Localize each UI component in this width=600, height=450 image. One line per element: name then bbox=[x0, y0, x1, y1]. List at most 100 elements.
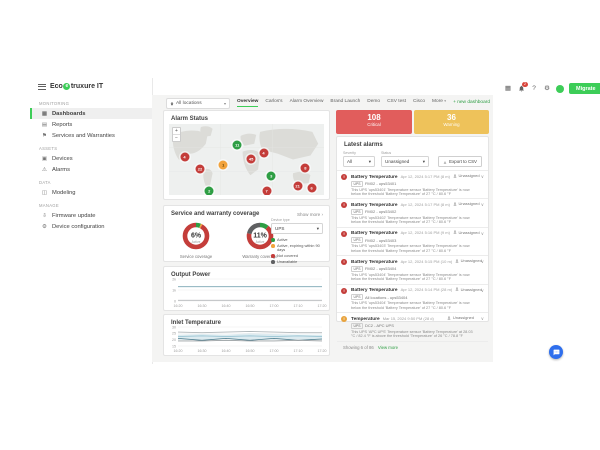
new-dashboard-link[interactable]: + new dashboard bbox=[453, 100, 490, 105]
alarm-row[interactable]: ! Battery Temperature Apr 12, 2024 5:17 PM… bbox=[337, 171, 488, 200]
sidebar-item-reports[interactable]: ▤ Reports bbox=[30, 119, 152, 130]
chevron-down-icon: ▾ bbox=[223, 101, 226, 106]
user-avatar[interactable] bbox=[556, 84, 564, 93]
alarm-assignee[interactable]: Unassigned bbox=[455, 258, 482, 263]
chevron-down-icon: ▾ bbox=[444, 99, 447, 103]
location-filter-dropdown[interactable]: All locations ▾ bbox=[166, 98, 230, 109]
tab-carlos-s[interactable]: Carlos's bbox=[265, 99, 283, 104]
alarm-assignee[interactable]: Unassigned bbox=[453, 201, 480, 206]
map-cluster-marker-critical[interactable]: 6 bbox=[307, 183, 317, 193]
tab-cisco[interactable]: Cisco bbox=[413, 99, 426, 104]
alarm-assignee[interactable]: Unassigned bbox=[447, 315, 474, 320]
alarm-status-title: Alarm Status bbox=[171, 116, 209, 122]
world-map[interactable]: + − 11 4 22 1 45 4 3 8 21 6 2 7 bbox=[169, 124, 324, 195]
expand-chevron-icon[interactable]: ∨ bbox=[480, 174, 484, 179]
map-cluster-marker-critical[interactable]: 8 bbox=[300, 163, 310, 173]
alarm-row[interactable]: ! Battery Temperature Apr 12, 2024 5:15 PM… bbox=[337, 256, 488, 285]
alarm-assignee[interactable]: Unassigned bbox=[453, 173, 480, 178]
sidebar-item-firmware-update[interactable]: ⇩ Firmware update bbox=[30, 210, 152, 221]
expand-chevron-icon[interactable]: ∨ bbox=[480, 202, 484, 208]
sidebar-item-label: Reports bbox=[52, 121, 73, 128]
sidebar-item-label: Services and Warranties bbox=[52, 132, 115, 139]
svg-text:16:40: 16:40 bbox=[222, 304, 231, 308]
tab-demo[interactable]: Demo bbox=[367, 99, 381, 104]
map-cluster-marker-critical[interactable]: 4 bbox=[180, 152, 189, 162]
expand-chevron-icon[interactable]: ∨ bbox=[480, 316, 484, 322]
migrate-button[interactable]: Migrate bbox=[569, 83, 600, 94]
warning-summary-card[interactable]: 36 Warning bbox=[414, 110, 489, 134]
sidebar-section-label: Data bbox=[39, 180, 51, 185]
map-cluster-marker-ok[interactable]: 2 bbox=[204, 186, 214, 195]
alarm-filters: Severity All ▾ Status Unassigned ▾ Expor… bbox=[337, 150, 488, 170]
alarm-count-text: Showing 6 of 86 bbox=[343, 344, 374, 350]
alarm-row-header: Battery Temperature Apr 12, 2024 5:14 PM … bbox=[351, 287, 482, 294]
map-cluster-marker-critical[interactable]: 21 bbox=[293, 181, 303, 191]
sidebar-item-devices[interactable]: ▣ Devices bbox=[30, 153, 152, 164]
map-cluster-marker-ok[interactable]: 11 bbox=[232, 140, 242, 150]
help-chat-fab[interactable] bbox=[549, 345, 563, 359]
alarm-description: This UPS 'ups53402' Temperature sensor '… bbox=[351, 215, 470, 225]
alerts-bell-icon[interactable]: 2 bbox=[517, 81, 528, 93]
severity-filter-select[interactable]: All ▾ bbox=[343, 156, 375, 167]
svg-text:2k: 2k bbox=[172, 277, 176, 281]
sidebar-item-dashboards[interactable]: ▦ Dashboards bbox=[30, 108, 152, 119]
alarm-timestamp: Apr 12, 2024 5:15 PM (10 m) bbox=[400, 258, 453, 264]
inlet-temperature-title: Inlet Temperature bbox=[171, 320, 221, 326]
sidebar-section-label: Monitoring bbox=[39, 101, 70, 106]
sidebar-item-modeling[interactable]: ◫ Modeling bbox=[30, 187, 152, 198]
alarm-device-line: UPS FM02 - ups53403 bbox=[351, 237, 474, 244]
alarm-row[interactable]: ! Battery Temperature Apr 12, 2024 5:14 PM… bbox=[337, 285, 488, 314]
map-cluster-marker-critical[interactable]: 22 bbox=[195, 164, 205, 174]
logo-text-prefix: Eco bbox=[50, 83, 63, 90]
map-zoom-out-button[interactable]: − bbox=[173, 134, 180, 141]
apps-grid-icon[interactable]: ▦ bbox=[504, 84, 512, 92]
device-type-label: Device type bbox=[271, 218, 290, 222]
alarm-row[interactable]: ! Temperature Mar 15, 2024 9:50 PM (28 d) U… bbox=[337, 313, 488, 342]
device-type-select[interactable]: UPS ▾ bbox=[271, 223, 323, 234]
tab-alarm-overview[interactable]: Alarm Overview bbox=[289, 99, 324, 104]
alarm-row[interactable]: ! Battery Temperature Apr 12, 2024 5:16 PM… bbox=[337, 228, 488, 257]
tab-more-menu[interactable]: More ▾ bbox=[432, 99, 447, 104]
alarm-row[interactable]: ! Battery Temperature Apr 12, 2024 5:17 PM… bbox=[337, 199, 488, 228]
devices-icon: ▣ bbox=[41, 155, 48, 162]
map-cluster-marker-ok[interactable]: 3 bbox=[266, 171, 276, 181]
sidebar-item-device-configuration[interactable]: ⚙ Device configuration bbox=[30, 221, 152, 232]
coverage-show-more-link[interactable]: Show more › bbox=[296, 212, 323, 217]
critical-label: Critical bbox=[367, 122, 381, 127]
app-logo: Eco e truxure IT bbox=[50, 83, 103, 90]
expand-chevron-icon[interactable]: ∨ bbox=[480, 230, 484, 236]
alarm-description: This UPS 'ups53401' Temperature sensor '… bbox=[351, 187, 470, 196]
device-path: FM02 - ups53401 bbox=[364, 181, 397, 186]
tab-csv-test[interactable]: CSV test bbox=[387, 99, 407, 104]
sidebar-item-alarms[interactable]: ⚠ Alarms bbox=[30, 164, 152, 175]
expand-chevron-icon[interactable]: ∨ bbox=[480, 259, 484, 265]
alarm-assignee[interactable]: Unassigned bbox=[453, 230, 480, 235]
alarm-device-line: UPS FM02 - ups53404 bbox=[351, 265, 474, 272]
map-cluster-marker-critical[interactable]: 7 bbox=[262, 186, 272, 195]
map-cluster-marker-warning[interactable]: 1 bbox=[218, 160, 228, 170]
tab-overview[interactable]: Overview bbox=[237, 99, 259, 107]
svg-text:11%: 11% bbox=[253, 233, 267, 240]
device-type-value: UPS bbox=[275, 225, 285, 231]
services-warranties-icon: ⚑ bbox=[42, 132, 47, 139]
alarm-row-header: Battery Temperature Apr 12, 2024 5:16 PM … bbox=[351, 230, 480, 237]
view-more-link[interactable]: View more bbox=[377, 344, 399, 350]
alarm-title: Battery Temperature bbox=[351, 288, 398, 294]
alarm-assignee[interactable]: Unassigned bbox=[455, 287, 482, 292]
sidebar-item-services-and-warranties[interactable]: ⚑ Services and Warranties bbox=[30, 130, 152, 141]
tab-brand-launch[interactable]: Brand Launch bbox=[330, 99, 361, 104]
sidebar-section-label: Assets bbox=[39, 146, 58, 151]
export-to-csv-button[interactable]: Export to CSV bbox=[438, 156, 482, 167]
notification-badge: 2 bbox=[522, 81, 528, 87]
status-filter-select[interactable]: Unassigned ▾ bbox=[381, 156, 429, 167]
map-cluster-marker-critical[interactable]: 45 bbox=[246, 154, 256, 164]
expand-chevron-icon[interactable]: ∨ bbox=[480, 287, 484, 293]
map-zoom-in-button[interactable]: + bbox=[175, 128, 178, 134]
settings-gear-icon[interactable]: ⚙ bbox=[544, 84, 550, 92]
map-cluster-marker-critical[interactable]: 4 bbox=[259, 148, 269, 158]
device-path: FM02 - ups53403 bbox=[364, 237, 397, 243]
critical-summary-card[interactable]: 108 Critical bbox=[336, 110, 412, 134]
help-icon[interactable]: ? bbox=[532, 84, 536, 92]
menu-hamburger-icon[interactable] bbox=[38, 83, 46, 90]
